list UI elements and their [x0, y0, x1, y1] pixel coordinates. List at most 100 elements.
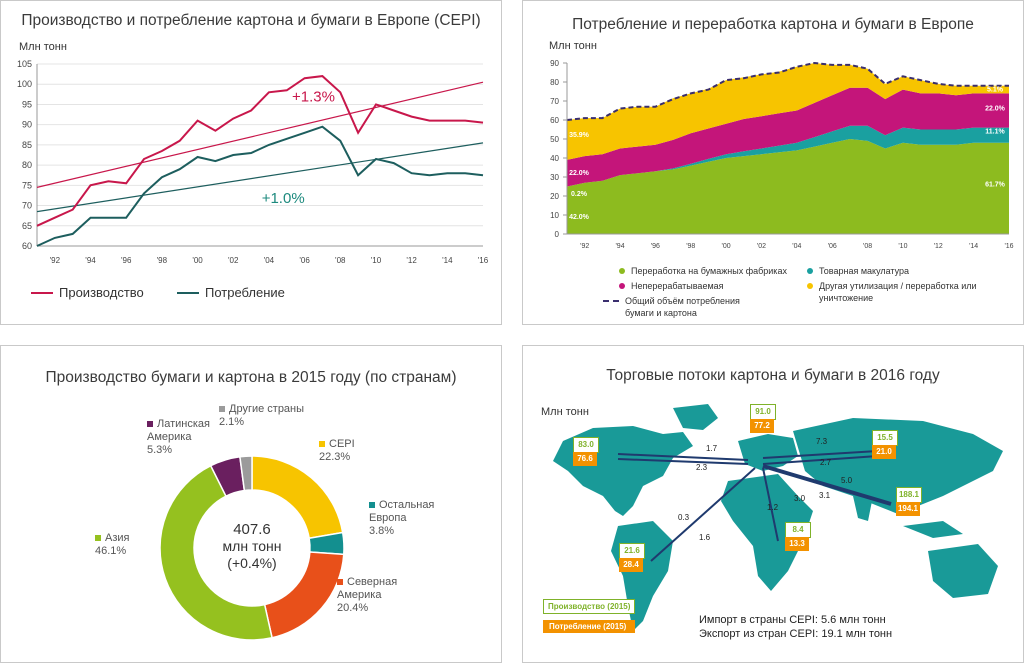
slice-color-icon — [369, 502, 375, 508]
legend-consumption: Потребление — [177, 285, 285, 300]
flow-arrows — [617, 450, 892, 562]
slice-value: 22.3% — [319, 451, 351, 463]
legend-line-icon — [177, 291, 199, 294]
legend-dot-icon — [807, 283, 813, 289]
legend-label: Производство — [59, 285, 144, 300]
legend-production-box: Производство (2015) — [543, 599, 636, 614]
slice-color-icon — [95, 535, 101, 541]
area-series — [567, 125, 1009, 187]
donut-slice — [239, 455, 253, 492]
eu-consumption: 77.2 — [750, 419, 774, 433]
donut-slice — [159, 464, 273, 641]
eu-production: 91.0 — [750, 404, 776, 420]
y-tick-label: 50 — [550, 135, 559, 144]
flow-arrow — [762, 450, 879, 459]
y-tick-label: 95 — [22, 99, 32, 109]
legend-label: Товарная макулатура — [819, 266, 910, 276]
slice-label: Латинская Америка 5.3% — [147, 418, 237, 457]
share-label-right: 5.1% — [987, 87, 1004, 94]
trend-line — [36, 142, 484, 213]
legend-dot-icon — [619, 283, 625, 289]
asia-production: 188.1 — [896, 487, 922, 503]
y-tick-label: 65 — [22, 221, 32, 231]
area-series — [567, 139, 1009, 234]
export-note: Экспорт из стран CEPI: 19.1 млн тонн — [699, 628, 893, 640]
slice-name: Латинская Америка — [147, 418, 210, 443]
flow-value: 2.7 — [820, 458, 832, 467]
flow-value: 1.7 — [706, 444, 718, 453]
slice-label: CEPI 22.3% — [319, 438, 409, 464]
chart-title: Производство бумаги и картона в 2015 год… — [45, 369, 457, 386]
y-tick-label: 90 — [22, 120, 32, 130]
share-label-left: 35.9% — [569, 132, 590, 139]
total-change: (+0.4%) — [227, 555, 277, 571]
share-label-left: 22.0% — [569, 170, 590, 177]
slice-color-icon — [319, 441, 325, 447]
x-tick-label: '12 — [406, 256, 417, 265]
share-label-left: 0.2% — [571, 191, 588, 198]
share-label-left: 42.0% — [569, 214, 590, 221]
slice-label: Другие страны 2.1% — [219, 403, 309, 429]
india-shape — [853, 496, 873, 521]
australia-shape — [928, 544, 998, 598]
x-tick-label: '96 — [651, 243, 660, 250]
x-tick-label: '98 — [157, 256, 168, 265]
legend-other-disposal: Другая утилизация / переработка или унич… — [807, 280, 977, 304]
flow-value: 1.2 — [767, 503, 779, 512]
x-tick-label: '02 — [228, 256, 239, 265]
indonesia-shape — [903, 521, 963, 538]
greenland-shape — [673, 404, 718, 430]
slice-value: 46.1% — [95, 545, 127, 557]
y-tick-label: 10 — [550, 211, 559, 220]
series-line — [36, 125, 484, 247]
legend-label: Потребление — [205, 285, 285, 300]
x-tick-label: '16 — [478, 256, 489, 265]
total-unit: млн тонн — [222, 538, 282, 554]
x-tick-label: '92 — [50, 256, 61, 265]
share-label-right: 22.0% — [985, 106, 1006, 113]
legend-production: Производство — [31, 285, 144, 300]
share-label-right: 61.7% — [985, 182, 1006, 189]
total-consumption-line — [566, 61, 1009, 121]
asia-consumption: 194.1 — [896, 502, 920, 516]
x-tick-label: '02 — [757, 243, 766, 250]
y-tick-label: 100 — [17, 79, 32, 89]
x-tick-label: '92 — [580, 243, 589, 250]
y-tick-label: 70 — [550, 97, 559, 106]
na-production: 83.0 — [573, 437, 599, 453]
y-tick-label: 20 — [550, 192, 559, 201]
flow-value: 3.0 — [794, 494, 806, 503]
legend-consumption-box: Потребление (2015) — [543, 620, 635, 633]
flow-arrow — [617, 453, 749, 461]
flow-value: 3.1 — [819, 491, 831, 500]
legend-dot-icon — [807, 268, 813, 274]
x-tick-label: '16 — [1004, 243, 1013, 250]
flow-arrow — [650, 467, 756, 562]
slice-name: Северная Америка — [337, 576, 398, 601]
chart-title: Производство и потребление картона и бум… — [21, 12, 481, 29]
sa-production: 21.6 — [619, 543, 645, 559]
y-tick-label: 80 — [22, 160, 32, 170]
x-tick-label: '94 — [85, 256, 96, 265]
import-note: Импорт в страны CEPI: 5.6 млн тонн — [699, 614, 886, 626]
x-tick-label: '06 — [299, 256, 310, 265]
y-tick-label: 60 — [22, 241, 32, 251]
flow-arrow — [617, 458, 749, 465]
y-tick-label: 90 — [550, 59, 559, 68]
legend-total: Общий объём потребления бумаги и картона — [603, 295, 763, 319]
chart-title: Торговые потоки картона и бумаги в 2016 … — [606, 367, 940, 384]
production-consumption-panel: Производство и потребление картона и бум… — [0, 0, 502, 325]
x-tick-label: '08 — [335, 256, 346, 265]
slice-color-icon — [147, 421, 153, 427]
legend-dash-icon — [603, 300, 619, 302]
trend-line — [36, 81, 484, 188]
consumption-recycling-panel: Потребление и переработка картона и бума… — [522, 0, 1024, 325]
x-tick-label: '10 — [371, 256, 382, 265]
line-chart: 60 65 70 75 80 85 90 95 100 105 '92 '94 '96 '98 '00 '02… — [17, 59, 489, 265]
trend-label-consumption: +1.0% — [262, 190, 305, 207]
slice-name: Остальная Европа — [369, 499, 435, 524]
legend-label: Переработка на бумажных фабриках — [631, 266, 787, 276]
legend-label: Другая утилизация / переработка или унич… — [819, 281, 977, 303]
flow-value: 1.6 — [699, 533, 711, 542]
na-consumption: 76.6 — [573, 452, 597, 466]
